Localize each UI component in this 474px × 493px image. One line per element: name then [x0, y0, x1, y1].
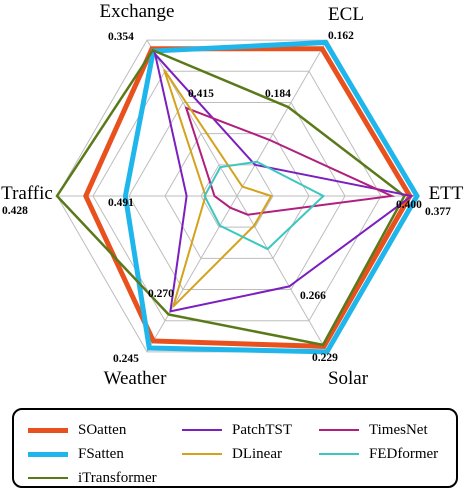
legend-label: iTransformer — [78, 469, 157, 486]
legend: SOatten FSatten iTransformer PatchTST DLinea… — [12, 408, 458, 488]
axis-label-weather: Weather — [104, 368, 167, 389]
legend-label: SOatten — [78, 421, 127, 438]
legend-label: PatchTST — [232, 421, 292, 438]
legend-item-patchtst: PatchTST — [182, 420, 292, 440]
grid-spoke — [236, 39, 328, 197]
legend-swatch — [319, 453, 359, 455]
legend-item-fsatten: FSatten — [28, 444, 124, 464]
value-label-solar: 0.266 — [300, 290, 326, 302]
series-patchtst — [153, 50, 415, 313]
grid-spoke — [146, 39, 238, 197]
legend-item-soatten: SOatten — [28, 420, 126, 440]
legend-label: DLinear — [232, 445, 282, 462]
legend-label: TimesNet — [369, 421, 428, 438]
value-label-exchange: 0.354 — [108, 31, 134, 43]
legend-item-fedformer: FEDformer — [319, 444, 438, 464]
series-dlinear — [163, 69, 273, 308]
axis-label-exchange: Exchange — [100, 1, 175, 22]
legend-label: FSatten — [78, 445, 124, 462]
series-itransformer — [55, 48, 407, 347]
value-label-exchange: 0.415 — [188, 88, 214, 100]
legend-swatch — [319, 429, 359, 431]
grid-spoke — [146, 195, 238, 353]
radar-series — [55, 39, 420, 355]
legend-swatch — [182, 453, 222, 455]
legend-swatch — [182, 429, 222, 431]
legend-item-dlinear: DLinear — [182, 444, 282, 464]
value-label-ecl: 0.184 — [265, 88, 291, 100]
legend-swatch — [28, 477, 68, 479]
series-timesnet — [184, 106, 396, 216]
axis-label-solar: Solar — [328, 368, 369, 389]
value-label-weather: 0.245 — [113, 353, 139, 365]
axis-label-ecl: ECL — [328, 4, 364, 25]
value-label-weather: 0.270 — [148, 288, 174, 300]
series-soatten — [83, 46, 413, 349]
legend-item-timesnet: TimesNet — [319, 420, 428, 440]
value-label-traffic: 0.428 — [2, 205, 28, 217]
value-label-ett: 0.400 — [396, 199, 422, 211]
legend-label: FEDformer — [369, 445, 439, 462]
value-label-traffic: 0.491 — [108, 197, 134, 209]
series-fedformer — [203, 160, 326, 251]
legend-swatch — [28, 427, 68, 433]
legend-item-itransformer: iTransformer — [28, 468, 157, 488]
value-label-solar: 0.229 — [312, 352, 338, 364]
legend-swatch — [28, 451, 68, 457]
value-label-ett: 0.377 — [425, 206, 451, 218]
grid-spoke — [236, 195, 328, 353]
axis-label-traffic: Traffic — [1, 183, 53, 204]
value-label-ecl: 0.162 — [328, 30, 354, 42]
axis-label-ett: ETT — [429, 183, 464, 204]
